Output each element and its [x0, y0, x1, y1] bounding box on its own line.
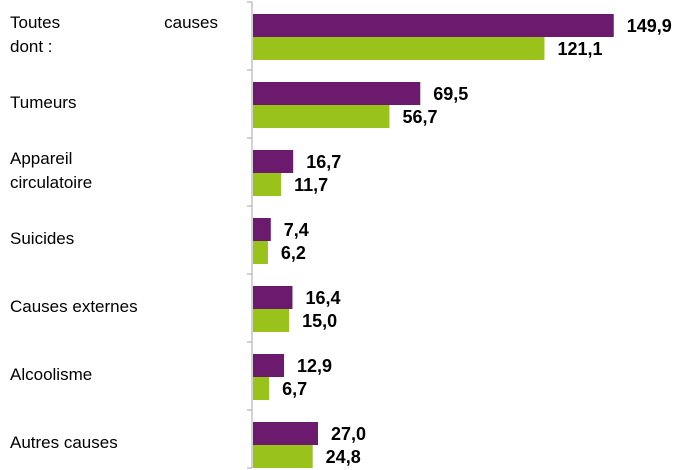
value-label-series-1-3: 16,7 [306, 152, 341, 172]
value-label-series-2-5: 15,0 [302, 311, 337, 331]
bar-series-1-3 [253, 150, 294, 173]
category-label-line: Toutes causes [10, 13, 218, 32]
bar-series-2-6 [253, 377, 270, 400]
category-axis [247, 1, 253, 469]
value-label-series-2-6: 6,7 [282, 379, 307, 399]
category-label-line: Tumeurs [10, 93, 77, 112]
value-label-series-1-2: 69,5 [433, 84, 468, 104]
value-label-series-1-4: 7,4 [284, 220, 309, 240]
category-label: Suicides [10, 227, 74, 251]
category-label: Autres causes [10, 431, 118, 455]
bar-series-1-2 [253, 82, 421, 105]
category-label: Causes externes [10, 295, 138, 319]
value-label-series-1-7: 27,0 [331, 424, 366, 444]
bar-series-2-7 [253, 445, 313, 468]
bars-group [253, 14, 614, 468]
bar-series-1-6 [253, 354, 285, 377]
category-label: Toutes causes dont : [10, 11, 218, 59]
bar-series-1-4 [253, 218, 271, 241]
value-label-series-2-7: 24,8 [326, 447, 361, 467]
category-label-line: circulatoire [10, 173, 93, 192]
bar-series-2-2 [253, 105, 390, 128]
category-label-line: Alcoolisme [10, 365, 93, 384]
value-label-series-2-2: 56,7 [402, 107, 437, 127]
value-label-series-1-5: 16,4 [305, 288, 340, 308]
category-label: Appareil circulatoire [10, 147, 92, 195]
bar-series-2-4 [253, 241, 268, 264]
bar-series-2-1 [253, 37, 545, 60]
category-label-line: dont : [10, 37, 53, 56]
value-labels-group: 149,9 121,1 69,5 56,7 16,7 11,7 7,4 6,2 16,4 15,0… [281, 16, 672, 467]
value-label-series-1-6: 12,9 [297, 356, 332, 376]
category-label: Alcoolisme [10, 363, 92, 387]
bar-series-1-7 [253, 422, 318, 445]
bar-series-2-3 [253, 173, 282, 196]
category-label-line: Causes externes [10, 297, 138, 316]
category-label-line: Suicides [10, 229, 75, 248]
category-label: Tumeurs [10, 91, 76, 115]
value-label-series-1-1: 149,9 [627, 16, 672, 36]
category-label-line: Appareil [10, 149, 73, 168]
bar-series-1-5 [253, 286, 293, 309]
value-label-series-2-3: 11,7 [294, 175, 328, 195]
bar-series-2-5 [253, 309, 290, 332]
value-label-series-2-4: 6,2 [281, 243, 306, 263]
category-label-line: Autres causes [10, 433, 118, 452]
bar-series-1-1 [253, 14, 614, 37]
value-label-series-2-1: 121,1 [557, 39, 602, 59]
